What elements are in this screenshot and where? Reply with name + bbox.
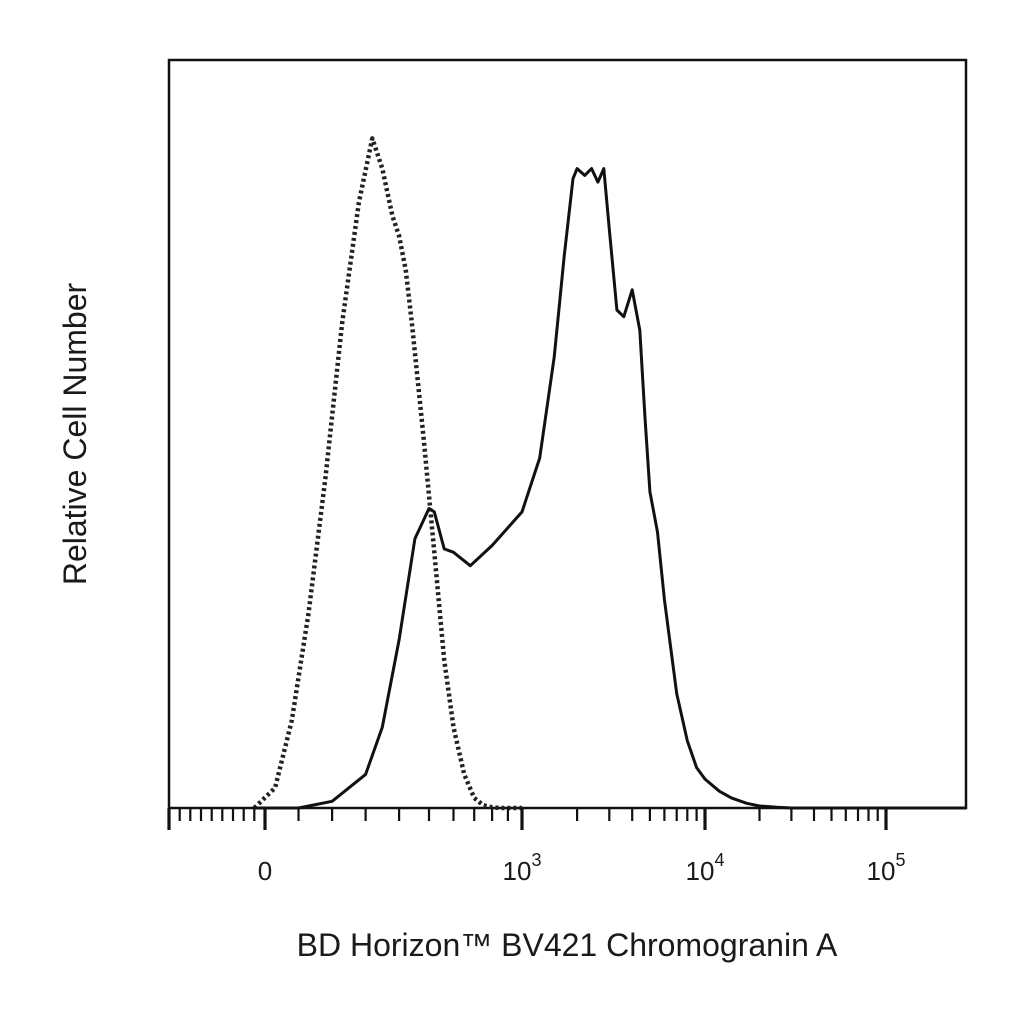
major-tick-layer xyxy=(167,808,888,830)
x-axis-title: BD Horizon™ BV421 Chromogranin A xyxy=(297,927,838,963)
x-tick-label: 103 xyxy=(503,850,542,886)
minor-tick-layer xyxy=(178,808,879,821)
plot-frame xyxy=(167,58,968,810)
x-tick-label: 105 xyxy=(867,850,906,886)
control-histogram-line xyxy=(252,136,522,811)
stained-histogram-line xyxy=(254,167,966,810)
x-tick-label: 0 xyxy=(258,856,272,886)
series-layer xyxy=(252,136,966,811)
x-tick-label: 104 xyxy=(686,850,725,886)
tick-label-layer: 0 103 104 105 xyxy=(258,850,906,886)
y-axis-title: Relative Cell Number xyxy=(57,282,93,585)
